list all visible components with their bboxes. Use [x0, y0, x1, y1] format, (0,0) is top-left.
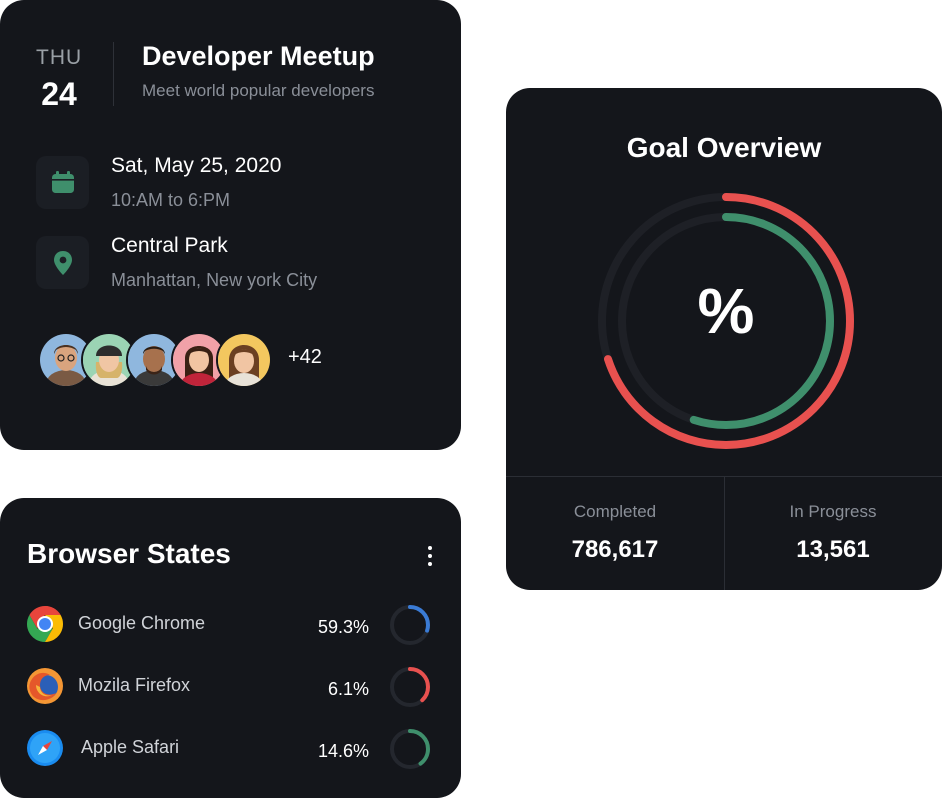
in-progress-label: In Progress — [789, 502, 877, 521]
avatar[interactable] — [126, 332, 182, 388]
goal-center-label: % — [697, 275, 755, 347]
divider — [506, 476, 942, 477]
browser-percent: 14.6% — [317, 741, 369, 761]
browser-ring-progress — [390, 667, 430, 707]
browser-percent: 59.3% — [317, 617, 369, 637]
browser-ring-progress — [390, 729, 430, 769]
event-weekday: THU — [36, 46, 83, 69]
more-options-icon[interactable] — [420, 544, 440, 568]
avatar[interactable] — [216, 332, 272, 388]
completed-label: Completed — [573, 502, 657, 521]
event-address: Manhattan, New york City — [111, 270, 318, 290]
inner-ring-progress — [618, 213, 834, 429]
browser-row-firefox[interactable]: Mozila Firefox 6.1% — [0, 661, 461, 711]
browser-ring-progress — [390, 605, 430, 645]
browser-ring — [390, 729, 430, 769]
browser-name: Google Chrome — [78, 613, 206, 633]
browser-percent: 6.1% — [327, 679, 369, 699]
browser-name: Mozila Firefox — [78, 675, 191, 695]
goal-ring-chart — [598, 193, 854, 449]
browser-name: Apple Safari — [81, 737, 180, 757]
event-day: 24 — [41, 76, 77, 112]
divider — [113, 42, 114, 106]
browser-ring — [390, 667, 430, 707]
browser-row-safari[interactable]: Apple Safari 14.6% — [0, 723, 461, 773]
browser-states-title: Browser States — [27, 538, 231, 569]
safari-icon — [27, 730, 63, 766]
browser-states-card: Browser States Google Chrome 59.3% Mozil… — [0, 498, 461, 798]
outer-ring-progress — [598, 193, 854, 449]
event-location: Central Park — [111, 234, 228, 257]
avatar[interactable] — [171, 332, 227, 388]
goal-overview-card: Goal Overview % Completed 786,617 In Pro… — [506, 88, 942, 590]
event-subtitle: Meet world popular developers — [142, 81, 375, 100]
calendar-icon — [52, 171, 74, 193]
in-progress-value: 13,561 — [796, 536, 870, 563]
event-time: 10:AM to 6:PM — [111, 190, 231, 210]
event-date: Sat, May 25, 2020 — [111, 154, 282, 177]
calendar-icon-box — [36, 156, 89, 209]
event-title: Developer Meetup — [142, 41, 375, 71]
event-card: THU 24 Developer Meetup Meet world popul… — [0, 0, 461, 450]
attendees-more-count[interactable]: +42 — [288, 346, 322, 368]
avatar[interactable] — [38, 332, 94, 388]
browser-ring — [390, 605, 430, 645]
location-pin-icon — [54, 251, 72, 275]
firefox-icon — [27, 668, 63, 704]
location-icon-box — [36, 236, 89, 289]
chrome-icon — [26, 606, 64, 642]
goal-title: Goal Overview — [626, 132, 822, 163]
divider — [724, 477, 725, 590]
completed-value: 786,617 — [571, 536, 659, 563]
browser-row-chrome[interactable]: Google Chrome 59.3% — [0, 599, 461, 649]
